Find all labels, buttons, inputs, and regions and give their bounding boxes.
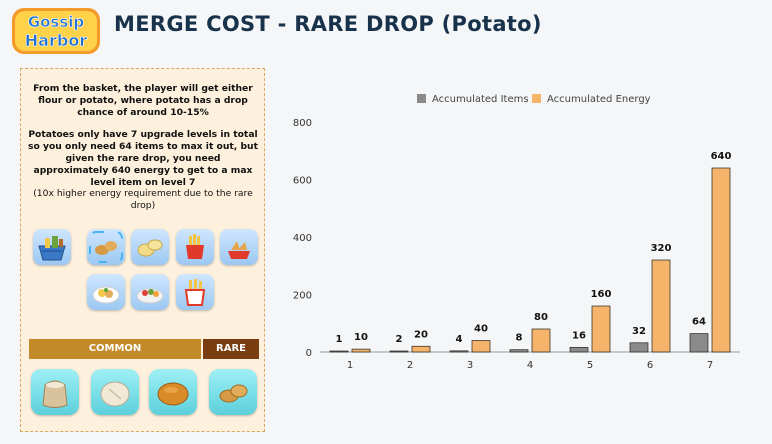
bread-bun-icon <box>149 369 197 415</box>
legend-swatch <box>532 94 541 103</box>
flour-sack-icon <box>31 369 79 415</box>
legend-swatch <box>417 94 426 103</box>
x-tick-label: 1 <box>347 360 353 370</box>
data-label: 160 <box>591 289 612 300</box>
fries-box-icon <box>176 229 214 265</box>
x-tick-label: 6 <box>647 360 653 370</box>
data-label: 20 <box>414 329 428 340</box>
logo-text-line1: Gossip <box>28 13 85 31</box>
x-tick-label: 2 <box>407 360 413 370</box>
bar <box>471 340 491 353</box>
merge-cost-chart: 0 200 400 600 800 Accumulated Items Accumulate… <box>293 94 740 370</box>
bar <box>689 333 709 353</box>
data-label: 2 <box>396 334 403 345</box>
y-tick-label: 800 <box>293 118 312 129</box>
bar <box>591 305 611 353</box>
data-label: 1 <box>336 334 343 345</box>
common-label: COMMON <box>29 339 201 359</box>
potatoes-icon <box>87 229 125 265</box>
gossip-harbor-logo: Gossip Harbor <box>12 8 100 54</box>
drop-chance-text: From the basket, the player will get eit… <box>33 83 253 118</box>
page-title: MERGE COST - RARE DROP (Potato) <box>114 12 542 36</box>
legend-label: Accumulated Items <box>432 94 529 105</box>
bar <box>509 349 529 353</box>
data-label: 40 <box>474 324 488 335</box>
data-label: 32 <box>632 326 646 337</box>
bar <box>629 342 649 353</box>
rare-label: RARE <box>203 339 259 359</box>
data-label: 320 <box>651 243 672 254</box>
veggie-plate-icon <box>131 274 169 310</box>
y-tick-label: 400 <box>293 233 312 244</box>
data-label: 64 <box>692 317 706 328</box>
bar <box>569 347 589 353</box>
basket-icon <box>33 229 71 265</box>
data-label: 4 <box>456 334 463 345</box>
data-label: 80 <box>534 312 548 323</box>
bar <box>711 167 731 353</box>
info-panel: From the basket, the player will get eit… <box>20 68 265 432</box>
y-tick-label: 200 <box>293 291 312 302</box>
potato-salad-icon <box>87 274 125 310</box>
logo-text-line2: Harbor <box>25 31 88 50</box>
bar <box>389 350 409 353</box>
data-label: 10 <box>354 332 368 343</box>
energy-note-text: (10x higher energy requirement due to th… <box>33 188 253 211</box>
bar <box>329 350 349 353</box>
legend-label: Accumulated Energy <box>547 94 651 105</box>
data-label: 16 <box>572 330 586 341</box>
data-label: 640 <box>711 151 732 162</box>
potato-wedges-icon <box>220 229 258 265</box>
bar <box>411 345 431 353</box>
bar <box>351 348 371 353</box>
bar <box>449 350 469 353</box>
bar <box>651 259 671 353</box>
y-tick-label: 600 <box>293 176 312 187</box>
upgrade-levels-text: Potatoes only have 7 upgrade levels in t… <box>28 129 258 188</box>
potato-slices-icon <box>131 229 169 265</box>
data-label: 8 <box>516 333 523 344</box>
x-tick-label: 5 <box>587 360 593 370</box>
x-tick-label: 7 <box>707 360 713 370</box>
dough-icon <box>91 369 139 415</box>
x-tick-label: 4 <box>527 360 533 370</box>
x-tick-label: 3 <box>467 360 473 370</box>
potato-icon <box>209 369 257 415</box>
y-tick-label: 0 <box>306 348 312 359</box>
fries-bucket-icon <box>176 274 214 310</box>
bar <box>531 328 551 353</box>
